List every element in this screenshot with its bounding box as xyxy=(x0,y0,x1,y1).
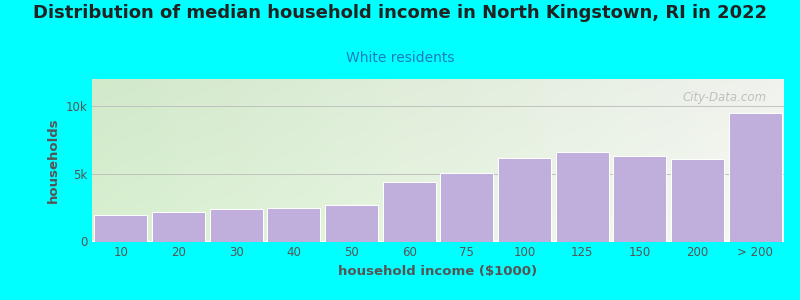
Bar xyxy=(94,214,147,242)
Bar xyxy=(729,113,782,242)
Bar xyxy=(498,158,551,242)
Y-axis label: households: households xyxy=(47,118,60,203)
Bar xyxy=(325,205,378,242)
Bar xyxy=(210,209,262,242)
Bar xyxy=(152,212,205,242)
Bar xyxy=(671,159,724,242)
Text: White residents: White residents xyxy=(346,51,454,65)
Bar xyxy=(382,182,436,242)
Bar xyxy=(267,208,320,242)
Bar xyxy=(556,152,609,242)
X-axis label: household income ($1000): household income ($1000) xyxy=(338,265,538,278)
Text: Distribution of median household income in North Kingstown, RI in 2022: Distribution of median household income … xyxy=(33,4,767,22)
Bar xyxy=(614,156,666,242)
Bar xyxy=(440,172,494,242)
Text: City-Data.com: City-Data.com xyxy=(682,91,766,104)
